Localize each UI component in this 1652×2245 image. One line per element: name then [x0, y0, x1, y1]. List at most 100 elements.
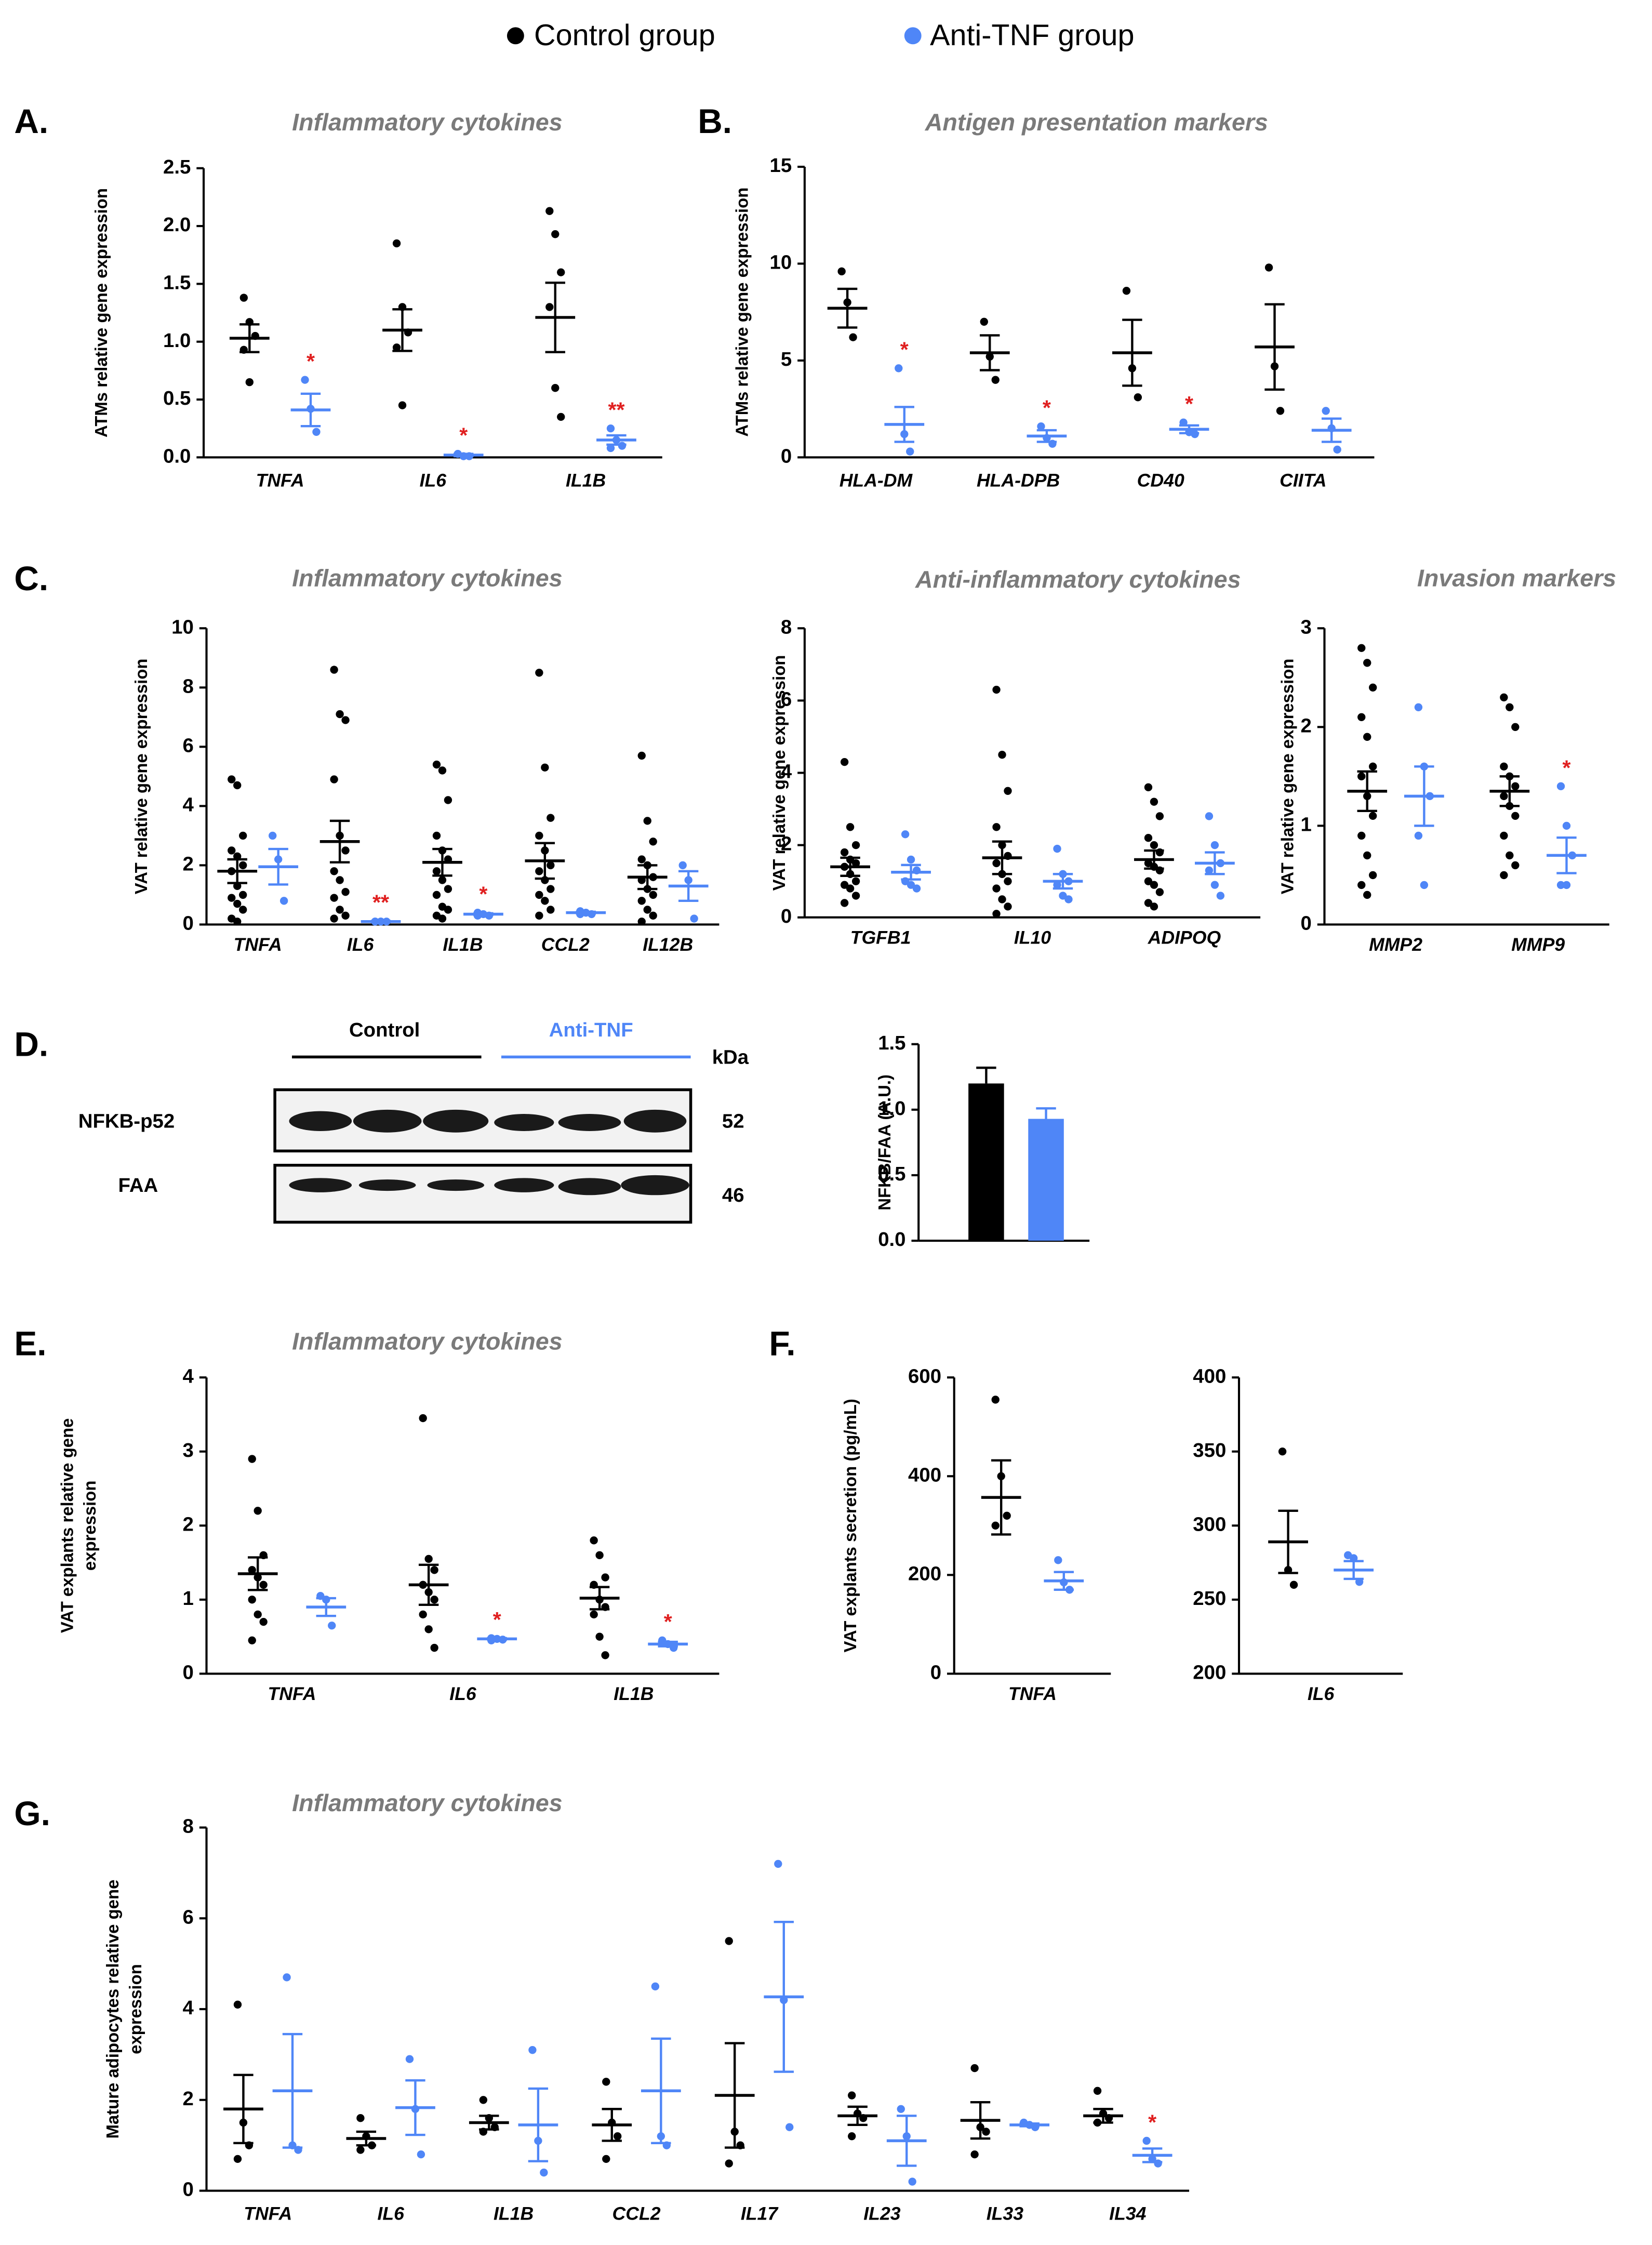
data-point	[1122, 286, 1131, 295]
x-tick-label: CCL2	[541, 934, 590, 955]
data-point	[1150, 798, 1158, 806]
data-point	[424, 1555, 433, 1563]
data-point	[1054, 1556, 1062, 1564]
data-point	[1511, 861, 1520, 870]
data-point	[1004, 877, 1012, 885]
data-point	[248, 1636, 256, 1644]
data-point	[774, 1859, 782, 1868]
chart-title: Anti-inflammatory cytokines	[915, 566, 1241, 593]
data-point	[1506, 703, 1514, 711]
data-point	[545, 207, 554, 215]
data-point	[1500, 762, 1508, 771]
data-point	[432, 831, 441, 840]
series-group: *	[1169, 392, 1209, 439]
data-point	[992, 884, 1001, 893]
data-point	[851, 877, 860, 885]
data-point	[419, 1414, 427, 1423]
y-tick-label: 4	[182, 1997, 194, 2019]
data-point	[1420, 881, 1429, 889]
chart-title: Inflammatory cytokines	[292, 1328, 562, 1355]
data-point	[444, 885, 452, 893]
significance-label: *	[479, 882, 487, 906]
significance-label: *	[664, 1610, 672, 1633]
y-tick-label: 400	[1193, 1365, 1226, 1387]
data-point	[1357, 772, 1366, 781]
series-group	[422, 760, 462, 923]
chart-title: Inflammatory cytokines	[292, 109, 562, 136]
data-point	[239, 891, 247, 899]
data-point	[1150, 902, 1158, 911]
data-point	[438, 766, 447, 775]
data-point	[330, 914, 338, 923]
data-point	[551, 230, 559, 238]
data-point	[557, 268, 565, 276]
y-tick-label: 8	[182, 675, 193, 697]
series-group	[518, 2045, 558, 2177]
x-tick-label: IL6	[347, 934, 374, 955]
data-point	[1154, 2159, 1162, 2168]
data-point	[1205, 866, 1214, 874]
data-point	[239, 294, 248, 302]
data-point	[430, 1643, 438, 1652]
data-point	[269, 831, 277, 840]
significance-label: **	[372, 891, 389, 914]
data-point	[1363, 659, 1371, 667]
data-point	[432, 891, 441, 899]
bar	[968, 1083, 1004, 1241]
y-axis-label: ATMs relative gene expression	[732, 188, 752, 437]
data-point	[233, 2155, 242, 2163]
data-point	[239, 906, 247, 914]
data-point	[840, 758, 849, 766]
data-point	[341, 846, 350, 855]
data-point	[259, 1580, 268, 1589]
data-point	[1059, 892, 1067, 900]
data-point	[330, 666, 338, 674]
x-tick-label: HLA-DPB	[977, 470, 1060, 490]
row-label: FAA	[118, 1174, 158, 1197]
x-tick-label: IL6	[1308, 1683, 1335, 1704]
x-tick-label: IL6	[449, 1683, 476, 1704]
data-point	[649, 838, 657, 846]
y-tick-label: 0.5	[878, 1163, 905, 1185]
data-point	[239, 831, 247, 840]
data-point	[547, 861, 555, 870]
data-point	[228, 846, 236, 855]
y-tick-label: 5	[781, 348, 792, 370]
data-point	[907, 855, 915, 864]
significance-label: *	[1185, 392, 1193, 416]
data-point	[1500, 792, 1508, 801]
row-label: NFKB-p52	[78, 1110, 175, 1133]
data-point	[228, 775, 236, 783]
data-point	[912, 884, 921, 893]
data-point	[1369, 871, 1377, 880]
series-group	[1195, 812, 1235, 900]
data-point	[1357, 831, 1366, 840]
data-point	[980, 317, 988, 326]
series-group: *	[443, 423, 484, 460]
significance-label: *	[459, 423, 468, 447]
data-point	[248, 1566, 256, 1574]
y-tick-label: 0	[781, 905, 792, 927]
data-point	[1363, 851, 1371, 860]
data-point	[535, 669, 543, 677]
data-point	[1144, 834, 1153, 842]
series-group	[579, 1536, 620, 1659]
x-tick-label: TNFA	[244, 2203, 292, 2224]
data-point	[1053, 881, 1061, 889]
y-axis-label: VAT relative gene expression	[131, 658, 151, 894]
data-point	[419, 1610, 427, 1619]
data-point	[405, 2055, 414, 2063]
legend: Control group Anti-TNF group	[507, 19, 1134, 52]
y-tick-label: 10	[770, 251, 792, 274]
data-point	[848, 2091, 856, 2100]
data-point	[430, 1596, 438, 1604]
data-point	[895, 364, 903, 373]
data-point	[1150, 881, 1158, 889]
data-point	[479, 2096, 488, 2104]
y-tick-label: 0	[182, 912, 193, 935]
data-point	[1004, 787, 1012, 795]
data-point	[341, 911, 350, 920]
data-point	[1053, 844, 1061, 853]
y-tick-label: 2.0	[163, 214, 191, 236]
data-point	[1004, 902, 1012, 911]
